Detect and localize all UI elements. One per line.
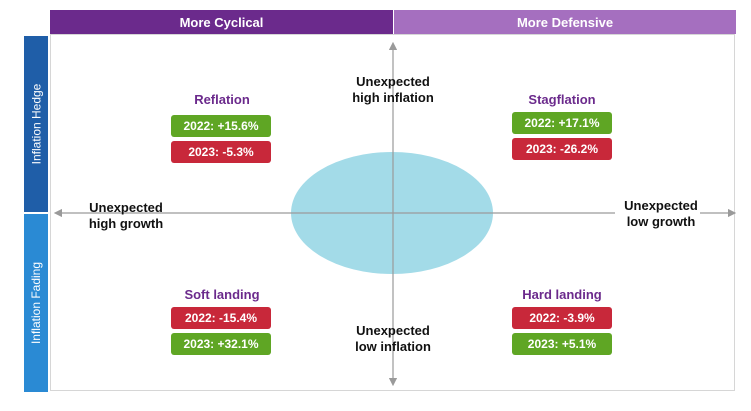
header-more-defensive: More Defensive — [394, 10, 736, 34]
header-more-cyclical: More Cyclical — [50, 10, 393, 34]
stagflation-2022-badge: 2022: +17.1% — [512, 112, 612, 134]
axis-label-low-inflation-line2: low inflation — [355, 339, 431, 354]
axis-label-high-inflation: Unexpected high inflation — [333, 74, 453, 106]
axis-label-low-inflation: Unexpected low inflation — [333, 323, 453, 355]
quadrant-title-stagflation: Stagflation — [528, 92, 596, 107]
reflation-2022-badge: 2022: +15.6% — [171, 115, 271, 137]
axis-label-high-growth-line1: Unexpected — [89, 200, 163, 215]
axis-label-high-inflation-line2: high inflation — [352, 90, 434, 105]
axis-label-high-growth-line2: high growth — [88, 216, 164, 231]
axis-label-high-growth: Unexpected high growth — [76, 200, 176, 232]
soft-landing-2022-badge: 2022: -15.4% — [171, 307, 271, 329]
hard-landing-2023-badge: 2023: +5.1% — [512, 333, 612, 355]
reflation-2023-badge: 2023: -5.3% — [171, 141, 271, 163]
quadrant-title-reflation: Reflation — [194, 92, 250, 107]
hard-landing-2022-badge: 2022: -3.9% — [512, 307, 612, 329]
header-more-cyclical-label: More Cyclical — [179, 14, 264, 30]
quadrant-title-hard-landing: Hard landing — [522, 287, 602, 302]
header-more-defensive-label: More Defensive — [516, 14, 614, 30]
stagflation-2023-badge: 2023: -26.2% — [512, 138, 612, 160]
axis-label-high-inflation-line1: Unexpected — [356, 74, 430, 89]
quadrant-title-soft-landing: Soft landing — [184, 287, 260, 302]
axis-label-low-inflation-line1: Unexpected — [356, 323, 430, 338]
axis-label-low-growth-line1: Unexpected — [624, 198, 698, 213]
side-inflation-hedge: Inflation Hedge — [24, 36, 48, 212]
soft-landing-2023-badge: 2023: +32.1% — [171, 333, 271, 355]
axis-label-low-growth-line2: low growth — [626, 214, 696, 229]
side-inflation-fading: Inflation Fading — [24, 214, 48, 392]
axis-label-low-growth: Unexpected low growth — [611, 198, 711, 230]
